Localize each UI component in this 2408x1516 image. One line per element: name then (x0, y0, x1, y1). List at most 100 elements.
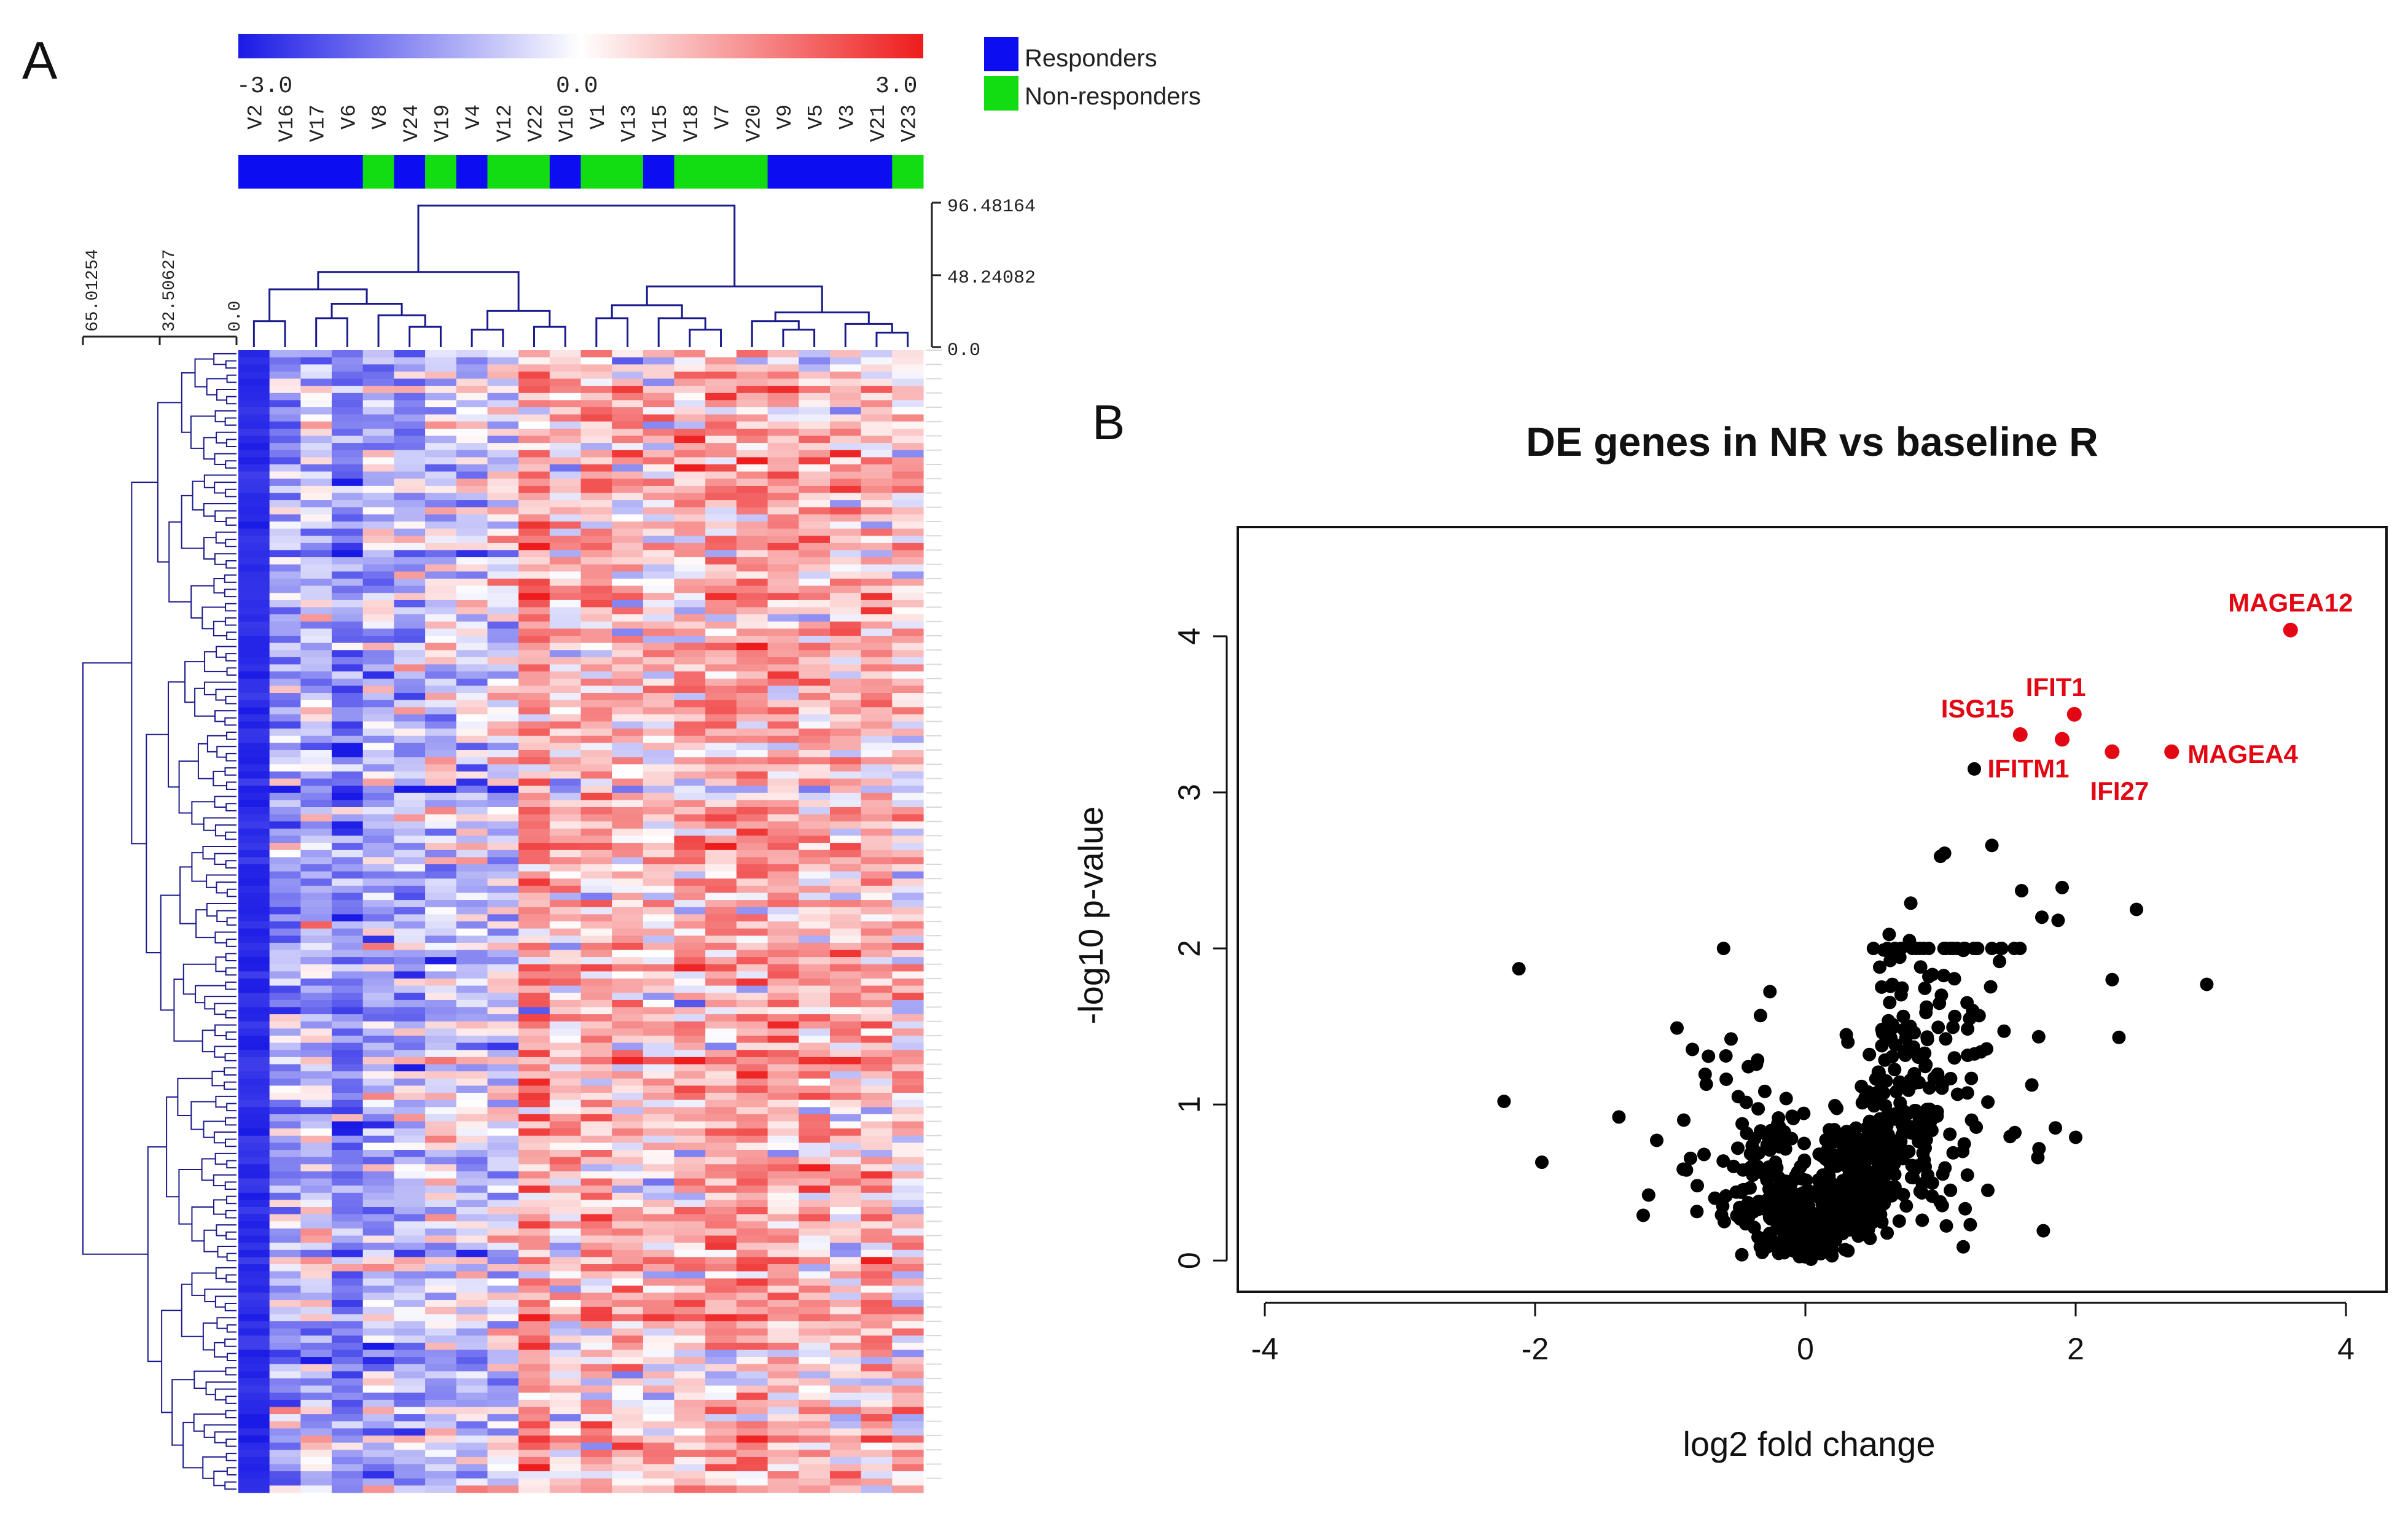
heatmap-cell (861, 664, 893, 672)
heatmap-cell (580, 1150, 612, 1158)
heatmap-cell (861, 464, 893, 472)
heatmap-cell (612, 614, 644, 622)
heatmap-cell (643, 636, 675, 644)
heatmap-cell (643, 979, 675, 987)
heatmap-cell (861, 778, 893, 786)
heatmap-cell (580, 1143, 612, 1151)
heatmap-cell (861, 1057, 893, 1065)
heatmap-cell (238, 450, 270, 458)
heatmap-cell (892, 893, 924, 901)
heatmap-cell (332, 871, 364, 879)
heatmap-cell (238, 1221, 270, 1229)
heatmap-cell (332, 1171, 364, 1179)
column-label: V21 (867, 104, 891, 142)
heatmap-cell (487, 1335, 519, 1343)
heatmap-cell (269, 1085, 301, 1093)
heatmap-cell (861, 1093, 893, 1101)
heatmap-cell (300, 500, 332, 508)
heatmap-cell (612, 450, 644, 458)
heatmap-cell (456, 878, 488, 886)
heatmap-cell (643, 1385, 675, 1393)
heatmap-cell (425, 1285, 457, 1294)
heatmap-cell (394, 542, 426, 551)
heatmap-cell (362, 1214, 394, 1222)
dendrogram-link (215, 956, 226, 972)
heatmap-cell (300, 636, 332, 644)
heatmap-cell (767, 1350, 799, 1358)
heatmap-cell (612, 1221, 644, 1229)
heatmap-cell (767, 821, 799, 829)
heatmap-cell (362, 386, 394, 394)
heatmap-cell (362, 900, 394, 908)
heatmap-cell (300, 985, 332, 993)
heatmap-cell (238, 1107, 270, 1115)
heatmap-cell (549, 942, 582, 951)
heatmap-cell (705, 436, 737, 443)
heatmap-cell (425, 457, 457, 465)
heatmap-cell (549, 1428, 582, 1436)
gene-point (2035, 910, 2049, 924)
gene-point (1875, 980, 1889, 994)
group-cell (643, 155, 675, 189)
heatmap-cell (892, 928, 924, 936)
heatmap-cell (394, 593, 426, 601)
heatmap-cell (269, 807, 301, 815)
heatmap-cell (269, 579, 301, 587)
heatmap-cell (861, 1478, 893, 1486)
heatmap-cell (456, 664, 488, 672)
heatmap-cell (238, 1171, 270, 1179)
heatmap-cell (518, 1143, 550, 1151)
heatmap-cell (456, 1114, 488, 1122)
heatmap-cell (300, 522, 332, 529)
heatmap-cell (799, 571, 831, 579)
heatmap-cell (518, 1421, 550, 1429)
heatmap-cell (362, 1014, 394, 1022)
heatmap-cell (674, 900, 706, 908)
heatmap-cell (300, 650, 332, 658)
heatmap-cell (487, 1007, 519, 1015)
heatmap-cell (300, 564, 332, 572)
heatmap-cell (643, 1214, 675, 1222)
heatmap-cell (736, 821, 768, 829)
heatmap-cell (394, 1428, 426, 1436)
heatmap-cell (332, 1042, 364, 1050)
dendrogram-link (206, 874, 237, 888)
gene-point (1947, 972, 1961, 986)
heatmap-cell (300, 1292, 332, 1300)
heatmap-cell (487, 371, 519, 380)
heatmap-cell (643, 1064, 675, 1072)
heatmap-cell (892, 771, 924, 779)
highlighted-gene-label: IFITM1 (1988, 754, 2070, 783)
heatmap-cell (736, 757, 768, 765)
heatmap-cell (456, 1021, 488, 1029)
heatmap-cell (799, 1378, 831, 1386)
heatmap-cell (799, 1150, 831, 1158)
heatmap-cell (518, 436, 550, 443)
heatmap-cell (612, 542, 644, 551)
heatmap-cell (456, 957, 488, 965)
heatmap-cell (300, 1436, 332, 1444)
heatmap-cell (362, 1114, 394, 1122)
gene-point (1735, 1117, 1749, 1131)
highlighted-gene-label: ISG15 (1941, 694, 2014, 723)
heatmap-cell (362, 686, 394, 694)
column-label: V19 (431, 104, 455, 142)
heatmap-cell (674, 1436, 706, 1444)
heatmap-cell (861, 907, 893, 915)
heatmap-cell (674, 550, 706, 558)
heatmap-cell (394, 1249, 426, 1257)
row-dendrogram (82, 353, 237, 1490)
heatmap-cell (674, 1036, 706, 1044)
heatmap-cell (300, 1249, 332, 1257)
gene-point (1927, 1071, 1941, 1085)
heatmap-cell (830, 707, 862, 715)
heatmap-cell (892, 1264, 924, 1272)
heatmap-cell (830, 500, 862, 508)
heatmap-cell (425, 1186, 457, 1194)
heatmap-cell (300, 657, 332, 665)
dendrogram-link (211, 1071, 225, 1087)
heatmap-cell (332, 479, 364, 486)
gene-point (1887, 1112, 1901, 1126)
heatmap-cell (767, 686, 799, 694)
dendrogram-link (181, 372, 195, 433)
